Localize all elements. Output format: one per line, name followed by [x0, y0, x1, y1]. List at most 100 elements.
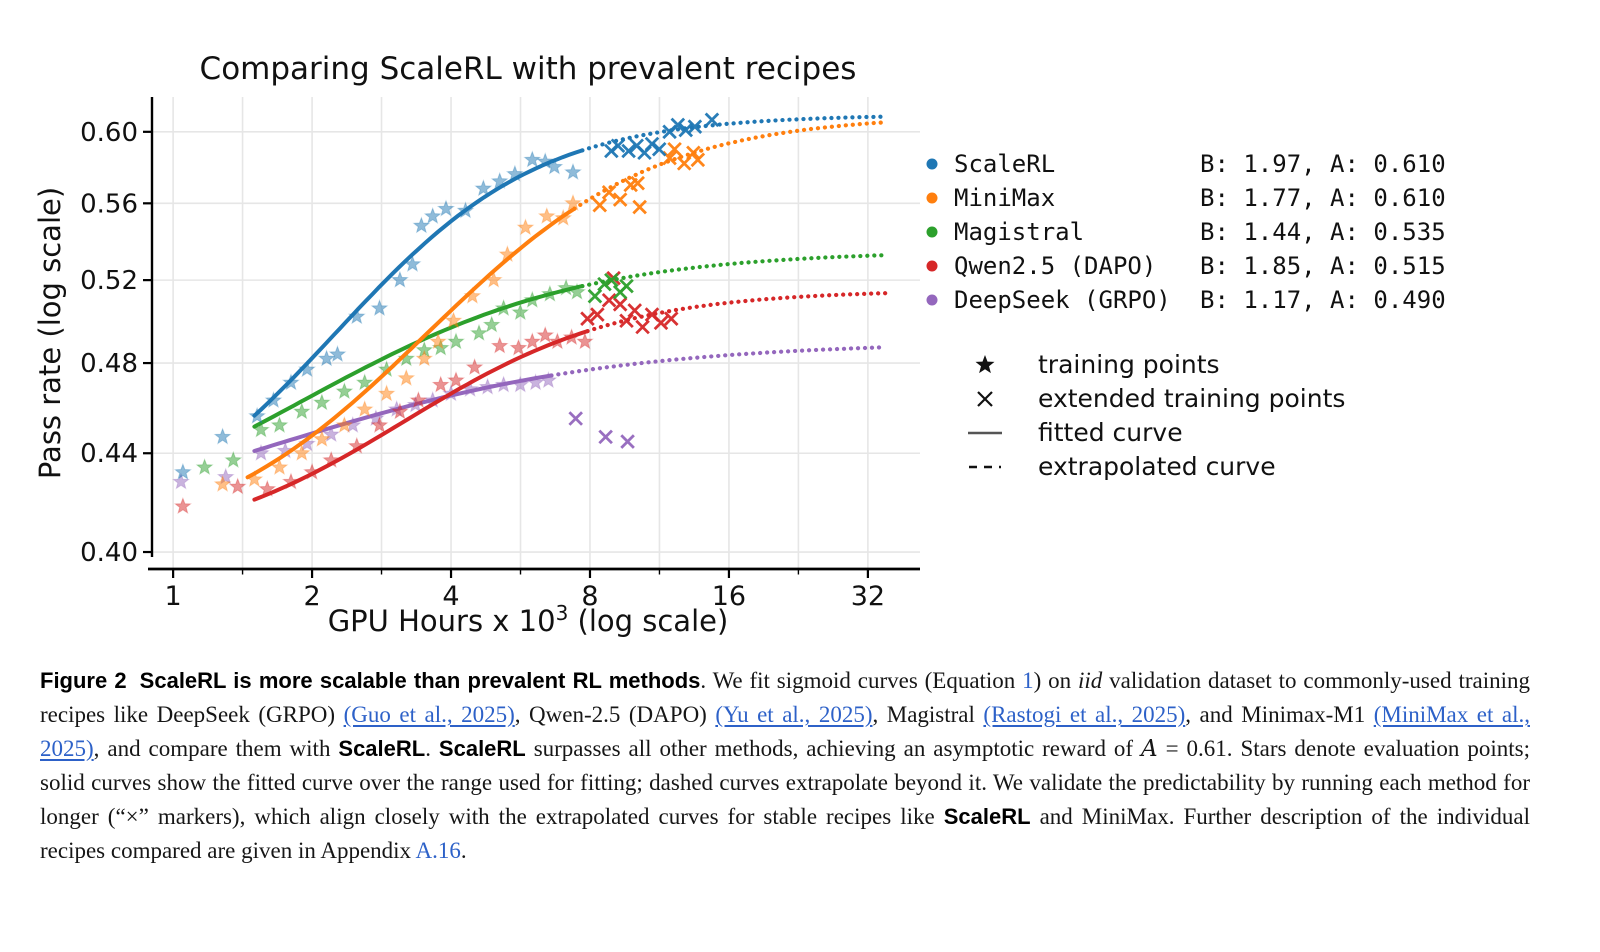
training-point-qwen2-5-dapo	[409, 390, 428, 409]
training-point-minimax	[498, 245, 517, 263]
training-point-minimax	[213, 474, 232, 492]
citation-link[interactable]: (Yu et al., 2025)	[715, 702, 873, 727]
training-point-magistral	[252, 420, 270, 438]
training-point-deepseek-grpo	[494, 375, 513, 393]
training-point-minimax	[335, 416, 354, 433]
extended-point-deepseek-grpo	[598, 429, 613, 445]
training-point-minimax	[537, 207, 556, 224]
extended-point-minimax	[632, 199, 647, 215]
training-point-qwen2-5-dapo	[465, 357, 484, 376]
training-point-qwen2-5-dapo	[281, 472, 300, 490]
training-point-deepseek-grpo	[539, 371, 558, 389]
x-axis-label: GPU Hours x 103 (log scale)	[328, 601, 729, 638]
legend-params-qwen2-5-dapo: B: 1.85, A: 0.515	[1200, 252, 1446, 280]
citation-link[interactable]: A.16	[415, 838, 461, 863]
legend-name-scalerl: ScaleRL	[954, 150, 1055, 178]
training-point-scalerl	[545, 157, 564, 175]
extrapolated-curve-deepseek-grpo	[549, 345, 888, 378]
x-tick-label: 2	[303, 581, 320, 612]
caption-text: , Qwen-2.5 (DAPO)	[514, 702, 716, 727]
caption-text: ) on	[1033, 668, 1079, 693]
extended-point-qwen2-5-dapo	[590, 307, 605, 322]
caption-text: , Magistral	[872, 702, 984, 727]
training-point-scalerl	[264, 390, 283, 409]
training-point-magistral	[292, 402, 311, 420]
training-point-minimax	[292, 443, 311, 461]
caption-text: validation dataset to commonly-used trai…	[40, 668, 1530, 727]
x-tick-label: 16	[712, 581, 746, 612]
caption-text: surpasses all other methods, achieving a…	[525, 736, 1142, 761]
training-point-scalerl	[436, 199, 455, 217]
training-point-magistral	[195, 458, 214, 476]
training-point-scalerl	[505, 164, 524, 182]
citation-link[interactable]: 1	[1022, 668, 1034, 693]
extended-point-minimax	[612, 192, 628, 207]
citation-link[interactable]: (Rastogi et al., 2025)	[983, 702, 1186, 727]
training-point-minimax	[554, 208, 573, 226]
extended-point-scalerl	[670, 117, 686, 133]
extended-point-qwen2-5-dapo	[635, 319, 650, 335]
extended-point-qwen2-5-dapo	[612, 297, 628, 312]
marker-legend-label: extrapolated curve	[1038, 452, 1276, 481]
extended-point-minimax	[667, 141, 682, 157]
legend-name-magistral: Magistral	[954, 218, 1084, 246]
training-point-deepseek-grpo	[216, 467, 235, 485]
extended-point-qwen2-5-dapo	[627, 303, 643, 318]
legend-dot-qwen2-5-dapo	[926, 260, 938, 272]
training-point-scalerl	[423, 206, 442, 224]
training-point-minimax	[463, 286, 482, 304]
training-point-scalerl	[213, 427, 232, 445]
caption-text: .	[460, 838, 467, 863]
extended-point-qwen2-5-dapo	[663, 311, 679, 326]
training-point-minimax	[444, 311, 463, 329]
training-point-qwen2-5-dapo	[258, 479, 277, 497]
training-point-qwen2-5-dapo	[370, 415, 389, 433]
training-point-qwen2-5-dapo	[548, 332, 567, 350]
extrapolated-curve-qwen2-5-dapo	[585, 291, 888, 334]
training-point-qwen2-5-dapo	[431, 375, 450, 393]
series-qwen2-5-dapo	[173, 270, 888, 515]
training-point-qwen2-5-dapo	[523, 332, 542, 350]
figure2-plot-area: 0.40 0.44 0.48 0.52 0.56 0.60 1 2 4 8 16 32 Comparin…	[33, 51, 1446, 638]
training-point-magistral	[312, 393, 331, 411]
extended-point-minimax	[592, 197, 608, 213]
training-point-minimax	[516, 218, 535, 236]
extended-point-deepseek-grpo	[568, 411, 583, 426]
extrapolated-curve-scalerl	[580, 114, 888, 153]
training-point-scalerl	[281, 373, 300, 391]
training-point-scalerl	[173, 462, 192, 480]
training-point-scalerl	[523, 150, 542, 168]
training-point-qwen2-5-dapo	[173, 496, 192, 515]
training-point-magistral	[511, 303, 530, 321]
extended-point-minimax	[601, 184, 617, 200]
training-point-minimax	[355, 399, 374, 418]
chart-title: Comparing ScaleRL with prevalent recipes	[200, 51, 857, 87]
y-tick-label: 0.56	[80, 189, 138, 219]
caption-text: ScaleRL	[943, 804, 1031, 829]
training-point-magistral	[447, 332, 465, 350]
extended-point-deepseek-grpo	[620, 434, 635, 449]
legend-name-qwen2-5-dapo: Qwen2.5 (DAPO)	[954, 252, 1156, 280]
caption-text: . We fit sigmoid curves (Equation	[700, 668, 1023, 693]
training-point-scalerl	[564, 162, 582, 180]
training-point-deepseek-grpo	[172, 472, 190, 490]
training-point-minimax	[377, 384, 396, 402]
citation-link[interactable]: (MiniMax et al., 2025)	[40, 702, 1530, 761]
caption-text: A	[1141, 736, 1158, 762]
legend-name-deepseek-grpo: DeepSeek (GRPO)	[954, 286, 1171, 314]
training-point-qwen2-5-dapo	[562, 328, 581, 346]
figure-label: Figure 2	[40, 668, 127, 693]
extended-point-qwen2-5-dapo	[580, 311, 595, 326]
extended-point-scalerl	[704, 112, 720, 128]
training-point-qwen2-5-dapo	[509, 338, 528, 356]
axes: 0.40 0.44 0.48 0.52 0.56 0.60 1 2 4 8 16 32	[80, 97, 920, 612]
marker-legend-label: training points	[1038, 350, 1220, 379]
training-point-deepseek-grpo	[252, 443, 270, 461]
training-point-magistral	[568, 282, 587, 300]
extended-point-scalerl	[621, 143, 636, 159]
citation-link[interactable]: (Guo et al., 2025)	[343, 702, 515, 727]
extrapolated-curve-minimax	[572, 120, 888, 211]
training-point-scalerl	[403, 254, 422, 272]
caption-text: , and Minimax-M1	[1185, 702, 1374, 727]
training-point-magistral	[557, 278, 576, 296]
